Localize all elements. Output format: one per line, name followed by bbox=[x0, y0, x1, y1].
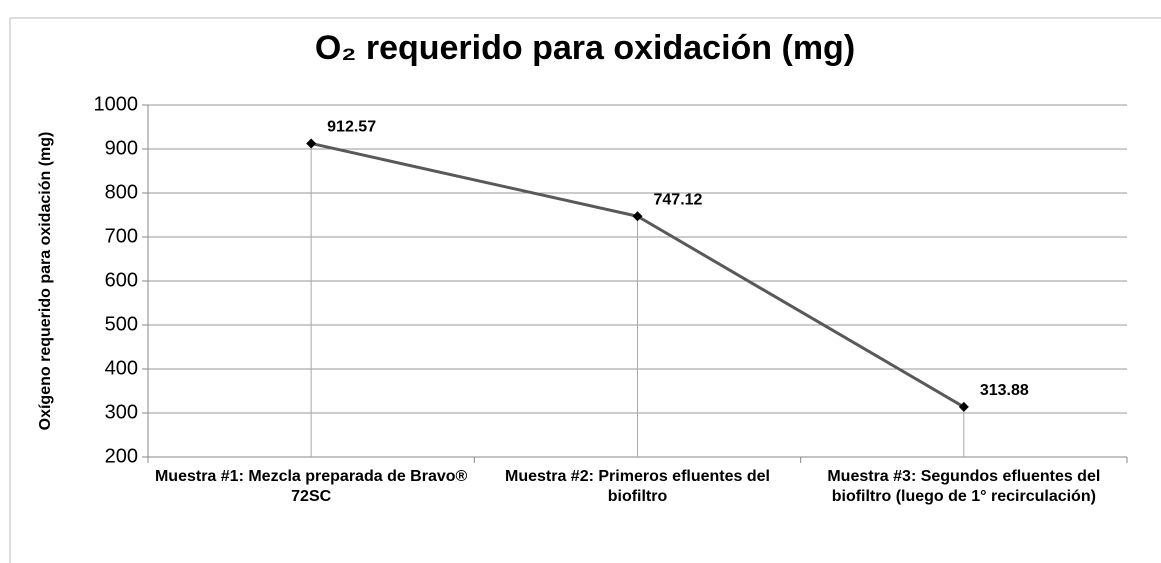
x-tick-label: Muestra #2: Primeros efluentes del biofi… bbox=[505, 468, 770, 505]
marker bbox=[632, 211, 643, 222]
chart-title: O₂ requerido para oxidación (mg) bbox=[315, 29, 855, 67]
data-label: 912.57 bbox=[327, 119, 376, 136]
data-label: 747.12 bbox=[654, 191, 703, 208]
y-tick-label: 900 bbox=[105, 137, 138, 159]
chart-frame bbox=[9, 17, 1161, 563]
marker bbox=[306, 138, 317, 149]
data-label: 313.88 bbox=[980, 382, 1029, 399]
y-axis-label: Oxígeno requerido para oxidación (mg) bbox=[37, 132, 54, 431]
y-tick-label: 800 bbox=[105, 181, 138, 203]
y-tick-label: 1000 bbox=[94, 93, 139, 115]
marker bbox=[958, 401, 969, 412]
y-tick-label: 500 bbox=[105, 313, 138, 335]
y-tick-label: 200 bbox=[105, 445, 138, 467]
y-tick-label: 400 bbox=[105, 357, 138, 379]
x-tick-label: Muestra #1: Mezcla preparada de Bravo® 7… bbox=[154, 468, 468, 505]
y-tick-label: 300 bbox=[105, 401, 138, 423]
y-tick-label: 600 bbox=[105, 269, 138, 291]
x-tick-label: Muestra #3: Segundos efluentes del biofi… bbox=[827, 468, 1101, 505]
y-tick-label: 700 bbox=[105, 225, 138, 247]
